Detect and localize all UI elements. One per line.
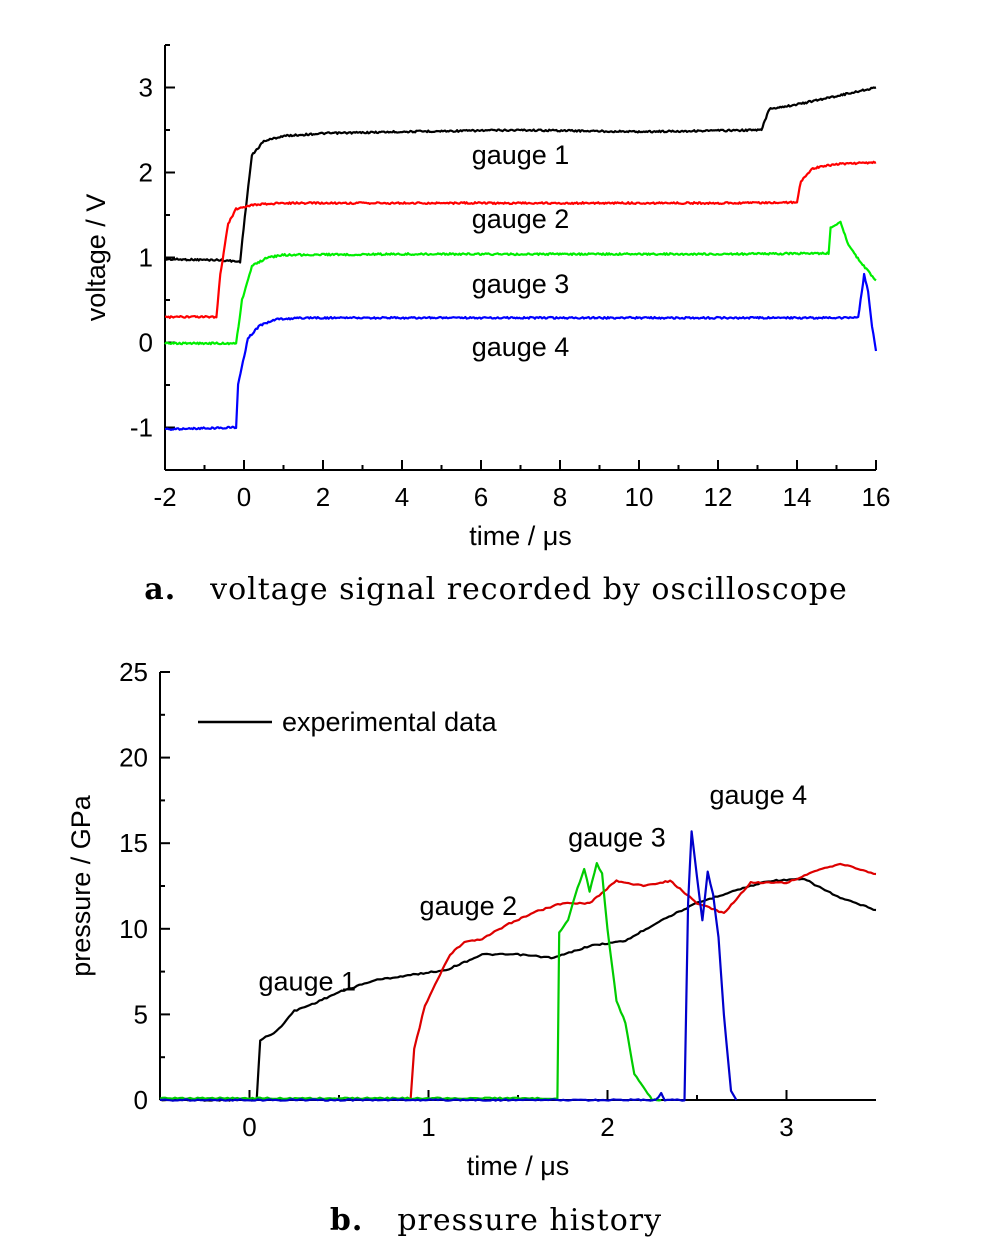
caption-text-b: pressure history [397, 1203, 663, 1238]
pressure-gauge-label-2: gauge 2 [420, 891, 518, 921]
pressure-y-tick-label: 10 [119, 914, 148, 944]
voltage-x-tick-label: 12 [704, 482, 733, 512]
pressure-y-tick-label: 5 [134, 999, 148, 1029]
pressure-y-tick-label: 20 [119, 743, 148, 773]
pressure-y-axis-title: pressure / GPa [66, 794, 96, 977]
pressure-chart: 0 1 2 3 0 5 10 15 20 25 time / μs pressure / GPa gau… [66, 657, 877, 1181]
voltage-gauge-label-4: gauge 4 [472, 332, 570, 362]
pressure-legend-label: experimental data [282, 707, 498, 737]
pressure-series-line-3 [159, 862, 662, 1102]
voltage-x-axis-title: time / μs [469, 521, 572, 551]
caption-letter-a: a. [144, 572, 177, 607]
pressure-series-line-2 [409, 862, 877, 1100]
voltage-chart-caption: a. voltage signal recorded by oscilloscop… [0, 572, 992, 607]
voltage-y-axis-title: voltage / V [81, 194, 111, 322]
voltage-y-tick-label: -1 [130, 413, 153, 443]
voltage-y-tick-label: 2 [139, 158, 153, 188]
voltage-y-tick-label: 0 [139, 328, 153, 358]
pressure-gauge-label-3: gauge 3 [568, 823, 666, 853]
pressure-chart-caption: b. pressure history [0, 1203, 992, 1238]
pressure-x-tick-label: 0 [242, 1112, 256, 1142]
voltage-gauge-label-3: gauge 3 [472, 269, 570, 299]
voltage-series-line-1 [164, 86, 877, 264]
voltage-y-tick-label: 3 [139, 73, 153, 103]
voltage-series-line-4 [164, 272, 878, 431]
voltage-y-tick-label: 1 [139, 243, 153, 273]
pressure-series-line-1 [159, 877, 877, 1102]
voltage-x-tick-label: 14 [783, 482, 812, 512]
caption-letter-b: b. [329, 1203, 364, 1238]
pressure-x-tick-label: 3 [779, 1112, 793, 1142]
voltage-chart-panel: -2 0 2 4 6 8 10 12 14 16 -1 0 1 2 3 time / μs voltage / … [0, 0, 992, 620]
voltage-gauge-label-1: gauge 1 [472, 140, 570, 170]
voltage-gauge-label-2: gauge 2 [472, 204, 570, 234]
pressure-gauge-label-4: gauge 4 [710, 780, 808, 810]
voltage-x-tick-label: 4 [395, 482, 409, 512]
pressure-y-tick-label: 15 [119, 828, 148, 858]
pressure-chart-panel: 0 1 2 3 0 5 10 15 20 25 time / μs pressure / GPa gau… [0, 630, 992, 1260]
voltage-x-tick-label: -2 [153, 482, 176, 512]
pressure-x-tick-label: 1 [421, 1112, 435, 1142]
pressure-y-tick-label: 0 [134, 1085, 148, 1115]
pressure-x-axis-title: time / μs [467, 1151, 570, 1181]
voltage-x-tick-label: 8 [553, 482, 567, 512]
voltage-series-line-3 [164, 220, 877, 346]
caption-text-a: voltage signal recorded by oscilloscope [210, 572, 848, 607]
pressure-x-tick-label: 2 [600, 1112, 614, 1142]
voltage-x-tick-label: 16 [862, 482, 891, 512]
pressure-y-tick-label: 25 [119, 657, 148, 687]
voltage-x-tick-label: 2 [316, 482, 330, 512]
voltage-x-tick-label: 0 [237, 482, 251, 512]
pressure-series-line-4 [159, 830, 738, 1102]
voltage-x-tick-label: 10 [625, 482, 654, 512]
voltage-series-line-2 [164, 160, 877, 319]
voltage-x-tick-label: 6 [474, 482, 488, 512]
pressure-gauge-label-1: gauge 1 [258, 966, 356, 996]
